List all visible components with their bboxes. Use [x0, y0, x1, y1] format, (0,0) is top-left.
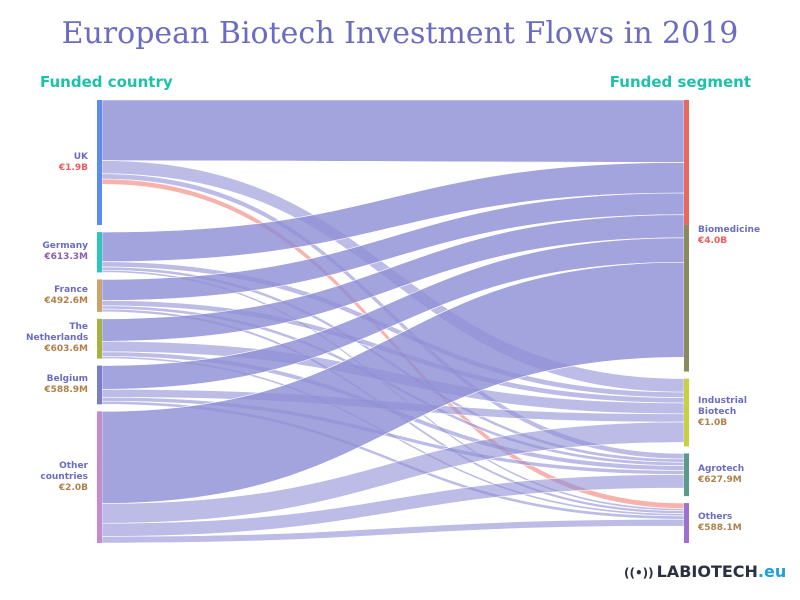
target-node-agrotech: [684, 453, 689, 497]
source-name: Germany: [42, 241, 88, 252]
target-node-biomedicine-lower: [684, 224, 689, 372]
source-value: €588.9M: [44, 384, 88, 395]
source-label-other-countries: Other countries €2.0B: [26, 461, 88, 494]
target-node-industrial-biotech: [684, 378, 689, 447]
target-value: €627.9M: [698, 474, 742, 485]
source-label-france: France €492.6M: [44, 285, 88, 307]
target-label-biomedicine: Biomedicine €4.0B: [698, 225, 760, 247]
source-label-the-netherlands: The Netherlands €603.6M: [26, 322, 88, 355]
target-node-biomedicine: [684, 100, 689, 225]
target-value: €588.1M: [698, 523, 742, 534]
source-name: Other countries: [40, 460, 88, 482]
logo-name: LABIOTECH: [656, 562, 758, 581]
source-node-germany: [97, 232, 102, 273]
funded-segment-heading: Funded segment: [609, 73, 751, 91]
target-name: Biomedicine: [698, 224, 761, 235]
source-value: €1.9B: [58, 162, 88, 173]
source-value: €492.6M: [44, 295, 88, 306]
source-node-other-countries: [97, 411, 102, 543]
flow-uk-to-biomedicine: [101, 99, 685, 163]
source-name: UK: [73, 151, 88, 162]
source-label-belgium: Belgium €588.9M: [44, 374, 88, 396]
nodes: [97, 100, 689, 543]
target-name: Agrotech: [698, 463, 745, 474]
target-value: €4.0B: [698, 235, 728, 246]
target-label-industrial-biotech: Industrial Biotech €1.0B: [698, 396, 768, 429]
target-name: Industrial Biotech: [698, 396, 747, 417]
target-value: €1.0B: [698, 418, 728, 428]
target-label-others: Others €588.1M: [698, 512, 742, 534]
target-name: Others: [698, 512, 733, 523]
labiotech-logo: ((•)) LABIOTECH.eu: [624, 562, 786, 581]
target-label-agrotech: Agrotech €627.9M: [698, 464, 744, 486]
target-node-others: [684, 503, 689, 543]
source-name: France: [54, 284, 88, 295]
logo-tld: .eu: [757, 562, 787, 581]
source-name: The Netherlands: [26, 322, 89, 344]
chart-title: European Biotech Investment Flows in 201…: [61, 16, 739, 51]
funded-country-heading: Funded country: [40, 73, 173, 91]
source-node-belgium: [97, 365, 102, 405]
flow-links: [101, 99, 685, 544]
source-label-germany: Germany €613.3M: [42, 241, 88, 263]
source-value: €2.0B: [58, 482, 88, 493]
logo-icon: ((•)): [624, 566, 654, 580]
source-node-uk: [97, 100, 102, 226]
source-node-france: [97, 279, 102, 312]
source-name: Belgium: [46, 373, 88, 384]
source-value: €613.3M: [44, 252, 88, 263]
source-label-uk: UK €1.9B: [59, 152, 88, 174]
source-node-the-netherlands: [97, 318, 102, 359]
source-value: €603.6M: [44, 344, 88, 355]
